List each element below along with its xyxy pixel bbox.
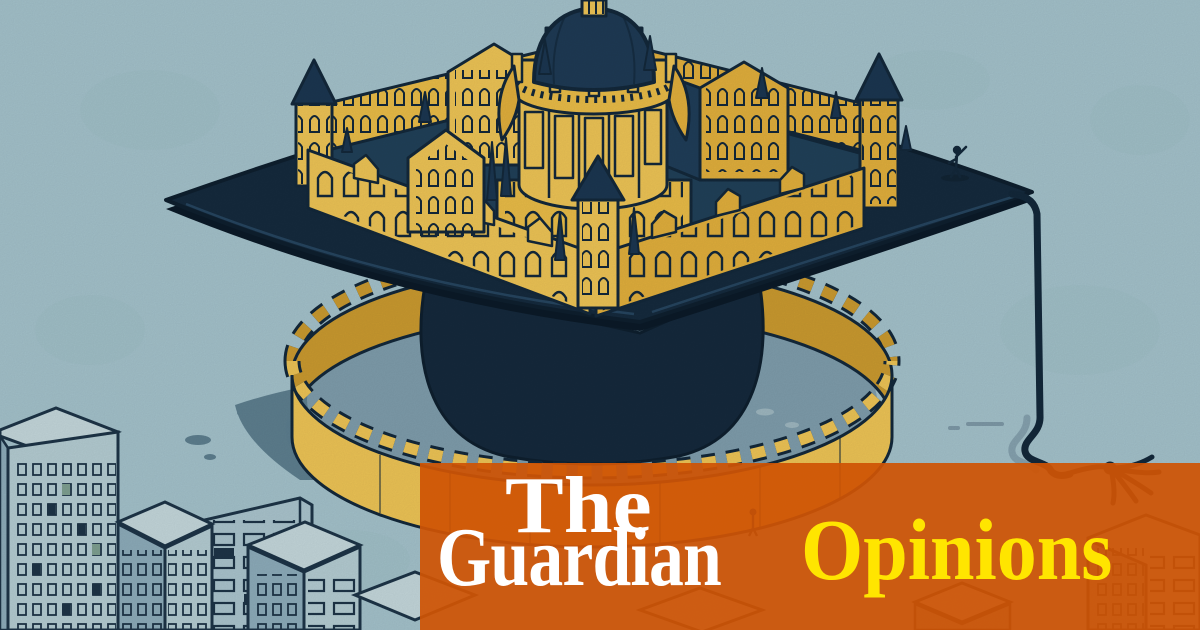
guardian-banner: The Guardian Opinions <box>420 463 1200 630</box>
section-label-opinions: Opinions <box>801 501 1113 598</box>
guardian-wordmark-the: The <box>505 462 652 550</box>
guardian-wordmark-guardian: Guardian <box>437 511 722 604</box>
